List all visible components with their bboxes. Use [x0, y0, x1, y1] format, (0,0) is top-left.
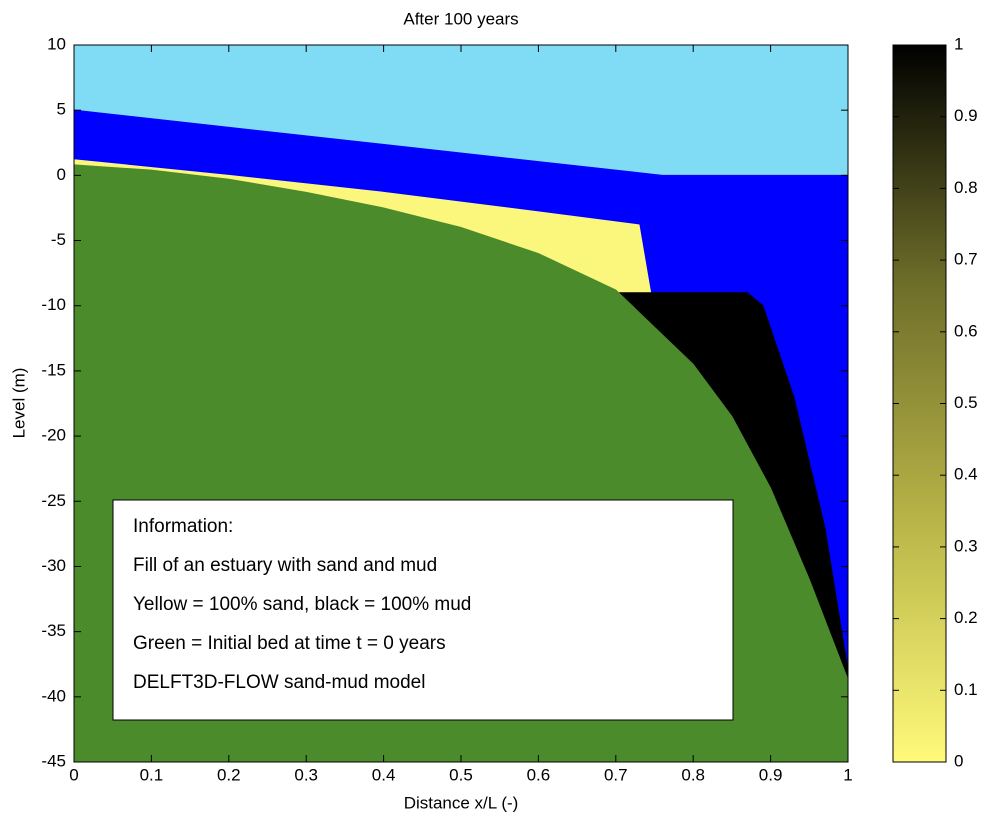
y-tick-label: -10 — [41, 295, 66, 314]
x-tick-label: 0.7 — [604, 765, 628, 784]
colorbar-tick-label: 0.4 — [954, 465, 978, 484]
y-tick-label: -35 — [41, 621, 66, 640]
x-tick-label: 0.5 — [449, 765, 473, 784]
colorbar-tick-label: 1 — [954, 34, 963, 53]
y-tick-label: -40 — [41, 686, 66, 705]
y-tick-label: 0 — [57, 165, 66, 184]
x-tick-label: 0.6 — [527, 765, 551, 784]
colorbar-tick-label: 0.1 — [954, 680, 978, 699]
info-text: Yellow = 100% sand, black = 100% mud — [133, 594, 471, 615]
colorbar-tick-label: 0.6 — [954, 321, 978, 340]
colorbar-tick-label: 0.7 — [954, 250, 978, 269]
y-tick-label: -5 — [51, 230, 66, 249]
info-text: Fill of an estuary with sand and mud — [133, 555, 437, 576]
y-tick-label: -25 — [41, 491, 66, 510]
x-tick-label: 0.4 — [372, 765, 396, 784]
colorbar-tick-label: 0.9 — [954, 106, 978, 125]
x-tick-label: 0.3 — [294, 765, 318, 784]
info-text: DELFT3D-FLOW sand-mud model — [133, 672, 425, 693]
y-tick-label: -20 — [41, 426, 66, 445]
colorbar-tick-label: 0.3 — [954, 536, 978, 555]
colorbar-tick-label: 0.8 — [954, 178, 978, 197]
colorbar — [893, 45, 946, 762]
y-tick-label: -15 — [41, 360, 66, 379]
colorbar-tick-label: 0.5 — [954, 393, 978, 412]
chart: After 100 years Distance x/L (-) Level (… — [0, 0, 998, 819]
y-tick-label: -45 — [41, 751, 66, 770]
y-tick-label: -30 — [41, 556, 66, 575]
info-box: Information: Fill of an estuary with sand… — [113, 500, 733, 720]
y-tick-label: 10 — [47, 34, 66, 53]
x-axis-label: Distance x/L (-) — [404, 793, 519, 812]
x-tick-label: 0.8 — [681, 765, 705, 784]
x-tick-label: 0.9 — [759, 765, 783, 784]
x-tick-label: 0.2 — [217, 765, 241, 784]
info-text: Information: — [133, 516, 233, 537]
x-tick-label: 0 — [69, 765, 78, 784]
info-text: Green = Initial bed at time t = 0 years — [133, 633, 446, 654]
chart-title: After 100 years — [403, 9, 518, 28]
y-axis-label: Level (m) — [9, 368, 28, 439]
y-tick-label: 5 — [57, 100, 66, 119]
x-tick-label: 0.1 — [140, 765, 164, 784]
colorbar-tick-label: 0.2 — [954, 608, 978, 627]
x-tick-label: 1 — [843, 765, 852, 784]
colorbar-tick-label: 0 — [954, 751, 963, 770]
